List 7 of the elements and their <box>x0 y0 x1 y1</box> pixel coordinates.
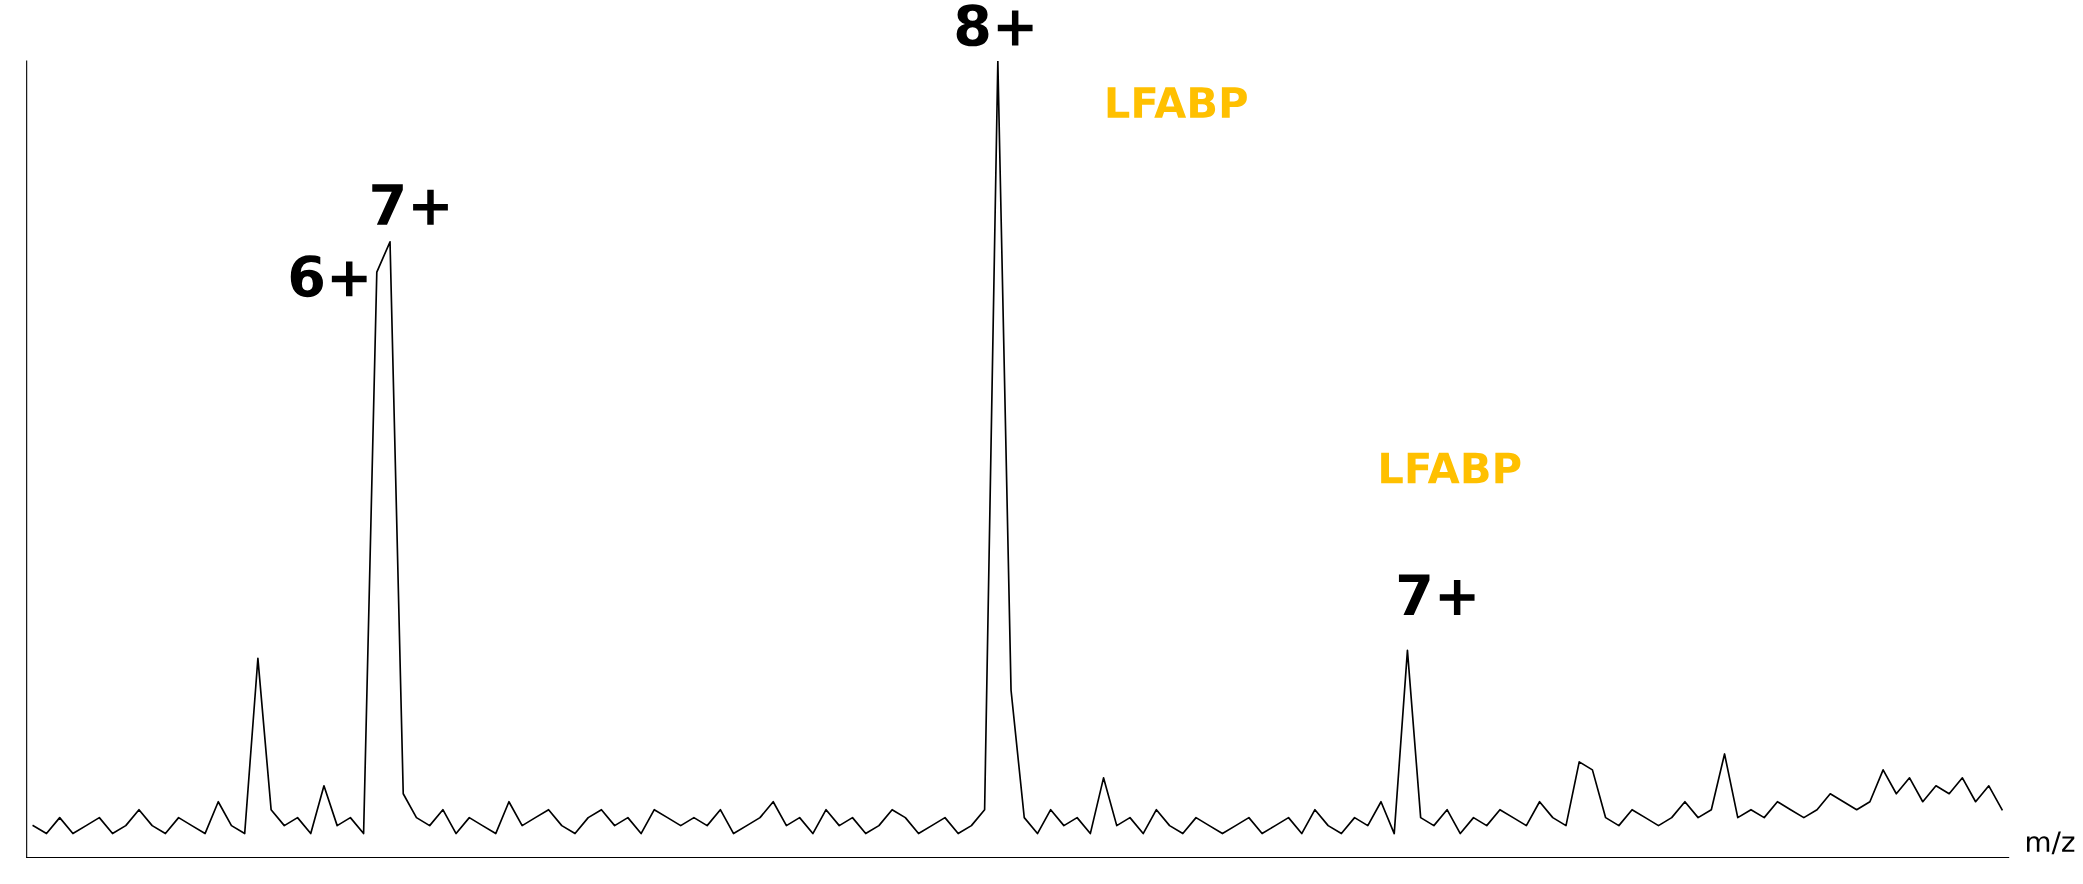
annotation: LFABP <box>1381 452 1521 484</box>
text: 8+ <box>956 4 1033 47</box>
annotation: 7+ <box>1398 574 1475 615</box>
annotation: LFABP <box>1107 87 1247 118</box>
annotation: 6+ <box>290 255 367 298</box>
annotation: 7+ <box>372 184 448 225</box>
x-axis-title: m/z <box>2027 831 2075 855</box>
